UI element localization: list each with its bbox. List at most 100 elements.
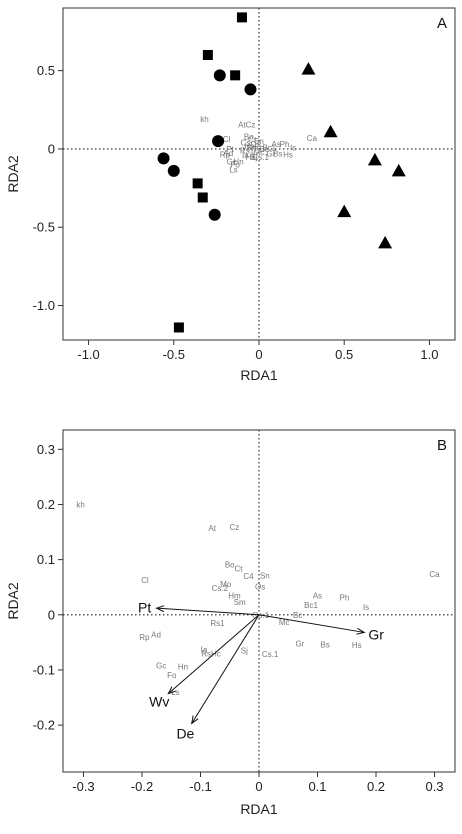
species-label: Cs: [240, 139, 250, 148]
y-axis-label: RDA2: [5, 582, 21, 620]
species-label: Gc: [156, 662, 166, 671]
species-label: Ls: [229, 165, 237, 174]
circle-point: [213, 69, 226, 82]
y-tick-label: -0.5: [33, 220, 55, 235]
species-label: Ia: [201, 646, 208, 655]
vector-label: De: [176, 726, 194, 742]
species-label: Mo: [220, 580, 232, 589]
species-label: Gr: [266, 150, 275, 159]
vector-arrowhead: [167, 686, 177, 695]
x-axis-label: RDA1: [240, 367, 278, 383]
species-label: C4: [243, 572, 254, 581]
species-label: As: [313, 591, 322, 600]
species-label: Bc: [293, 611, 302, 620]
panel-label: A: [437, 15, 447, 32]
species-label: Gr: [296, 639, 305, 648]
species-label: Os: [250, 140, 260, 149]
species-label: Is: [363, 603, 369, 612]
species-label: Hs: [352, 641, 362, 650]
species-label: Cl: [223, 135, 231, 144]
species-label: Rs1: [210, 619, 225, 628]
species-label: Pt: [226, 145, 234, 154]
species-label: Ls: [171, 688, 179, 697]
species-label: Ia: [242, 151, 249, 160]
species-label: Bo: [244, 132, 254, 141]
vector-label: Gr: [368, 626, 384, 642]
triangle-point: [301, 62, 316, 75]
x-tick-label: -0.3: [72, 779, 94, 794]
species-label: Ph: [340, 594, 350, 603]
x-tick-label: 0.1: [308, 779, 326, 794]
species-label: Fo: [230, 161, 240, 170]
square-point: [236, 12, 247, 23]
y-tick-label: 0.3: [37, 442, 55, 457]
y-tick-label: 0.1: [37, 552, 55, 567]
species-label: Mc: [254, 148, 265, 157]
species-label: Bc: [259, 145, 268, 154]
triangle-point: [323, 124, 338, 138]
species-label: Ct: [235, 564, 244, 573]
species-label: Hm: [244, 142, 257, 151]
y-tick-label: 0: [48, 141, 55, 156]
x-tick-label: -0.5: [163, 347, 185, 362]
circle-point: [208, 208, 221, 221]
panel-a: -1.0 -0.5 0 0.5 1.0 -1.0 -0.5 0 0.5 RDA1 RDA2 Akh Ca…: [5, 7, 456, 383]
species-label: Bc1: [262, 143, 276, 152]
square-point: [192, 178, 203, 189]
triangle-point: [391, 163, 406, 177]
plot-frame: [62, 429, 456, 773]
species-label: At: [208, 524, 216, 533]
species-label: Hn: [178, 663, 188, 672]
species-label: Cz: [230, 523, 240, 532]
panel-b: -0.3 -0.2 -0.1 0 0.1 0.2 0.3 -0.2 -0.1 0 0.1 0.2 0.3…: [5, 429, 456, 817]
species-label: Hc: [246, 153, 256, 162]
x-tick-label: 0: [255, 779, 262, 794]
species-label: Rp: [220, 150, 231, 159]
species-label: Bs: [320, 641, 329, 650]
species-label: Cs.1: [252, 153, 269, 162]
vector-arrowhead: [191, 715, 199, 725]
species-label: Gc: [227, 157, 237, 166]
vector-line: [156, 607, 260, 616]
square-point: [230, 70, 241, 81]
triangle-point: [337, 204, 352, 218]
species-label: Bo: [225, 561, 235, 570]
species-label: Bs: [273, 150, 282, 159]
species-label: Os: [255, 583, 265, 592]
y-tick-label: 0.2: [37, 497, 55, 512]
species-label: Hs: [283, 150, 293, 159]
x-axis-label: RDA1: [240, 801, 278, 817]
species-label: Ca: [429, 570, 440, 579]
circle-point: [244, 83, 257, 96]
species-label: Hm: [228, 591, 241, 600]
species-label: Cs.1: [262, 650, 279, 659]
species-label: Sj: [241, 647, 248, 656]
species-label: Sm: [234, 598, 246, 607]
x-tick-label: 0.3: [425, 779, 443, 794]
species-label: RsHc: [201, 649, 221, 658]
y-axis-label: RDA2: [5, 155, 21, 193]
species-label: Cz: [246, 121, 256, 130]
species-label: Is: [290, 143, 296, 152]
y-tick-label: 0.5: [37, 63, 55, 78]
vector-arrowhead: [356, 627, 366, 635]
y-tick-label: -0.2: [33, 718, 55, 733]
circle-point: [167, 164, 180, 177]
vector-label: Wv: [149, 694, 169, 710]
y-tick-label: -1.0: [33, 298, 55, 313]
x-tick-label: 0: [255, 347, 262, 362]
species-label: Fo: [167, 671, 177, 680]
species-label: Rp: [139, 633, 150, 642]
vector-arrowhead: [155, 605, 165, 613]
square-point: [173, 322, 184, 333]
species-label: Sn: [260, 572, 270, 581]
vector-line: [191, 614, 260, 724]
species-label: Ca: [307, 134, 318, 143]
y-tick-label: 0: [48, 607, 55, 622]
species-label: Ad: [223, 149, 233, 158]
species-label: Cl: [141, 576, 149, 585]
x-tick-label: -0.1: [189, 779, 211, 794]
species-label: Rs1: [240, 147, 255, 156]
species-label: Sm: [246, 143, 258, 152]
